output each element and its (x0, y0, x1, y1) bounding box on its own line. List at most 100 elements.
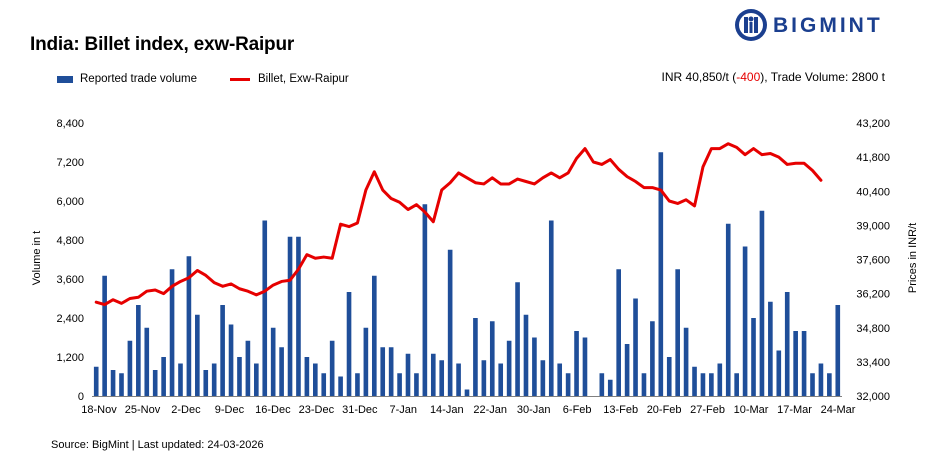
volume-bar (473, 318, 478, 396)
volume-bar (557, 363, 563, 396)
volume-bar (371, 275, 377, 396)
y-tick-label: 6,000 (56, 196, 84, 208)
volume-bar (321, 373, 327, 396)
volume-bar (675, 269, 680, 396)
y2-tick-label: 36,200 (856, 289, 890, 301)
volume-bar (296, 236, 301, 396)
volume-bar (152, 370, 158, 396)
volume-bar (169, 269, 175, 396)
volume-bar (220, 305, 225, 396)
volume-bar (835, 305, 841, 396)
volume-bar (725, 223, 731, 396)
volume-bar (363, 327, 369, 396)
volume-bar (751, 318, 756, 396)
summary-price: INR 40,850/t ( (661, 70, 737, 84)
volume-bar (270, 327, 276, 396)
volume-bar (405, 353, 411, 396)
y-axis-left: 0 1,200 2,400 3,600 4,800 6,000 7,200 8,400 (56, 118, 84, 403)
x-tick-label: 6-Feb (563, 404, 592, 416)
volume-bar (93, 366, 99, 396)
y2-tick-label: 34,800 (856, 323, 890, 335)
x-tick-label: 18-Nov (81, 404, 117, 416)
volume-bar (127, 340, 133, 396)
volume-bar (759, 210, 765, 396)
price-summary: INR 40,850/t (-400), Trade Volume: 2800 … (662, 70, 885, 84)
summary-change: -400 (736, 70, 761, 84)
y2-tick-label: 40,400 (856, 186, 890, 198)
volume-bar (346, 292, 352, 396)
brand-name: BIGMINT (773, 14, 883, 37)
volume-bar (565, 373, 571, 396)
volume-bar (287, 236, 293, 396)
volume-bar (624, 344, 630, 396)
y-tick-label: 3,600 (56, 274, 84, 286)
volume-bar (245, 340, 251, 396)
x-tick-label: 24-Mar (821, 404, 856, 416)
volume-bar (178, 363, 183, 396)
x-tick-label: 16-Dec (255, 404, 291, 416)
volume-bar (700, 373, 706, 396)
volume-bar (734, 373, 739, 396)
legend-line-entry: Billet, Exw-Raipur (230, 73, 349, 85)
volume-bar (161, 357, 166, 396)
y2-tick-label: 39,000 (856, 220, 890, 232)
volume-bar (548, 220, 554, 396)
legend-bar-label: Reported trade volume (80, 73, 197, 85)
volume-bar (481, 360, 487, 396)
volume-bar (540, 360, 546, 396)
volume-bar (515, 282, 520, 396)
volume-bar (784, 292, 790, 396)
volume-bar (136, 305, 141, 396)
y-tick-label: 0 (78, 391, 84, 403)
source-note: Source: BigMint | Last updated: 24-03-20… (51, 439, 264, 451)
legend-line-label: Billet, Exw-Raipur (258, 73, 349, 85)
volume-bar (355, 373, 360, 396)
volume-bar (422, 204, 428, 396)
x-tick-label: 27-Feb (690, 404, 725, 416)
volume-bar (304, 357, 310, 396)
y2-tick-label: 33,400 (856, 357, 890, 369)
volume-bar (228, 324, 234, 396)
y-axis-right: 32,000 33,400 34,800 36,200 37,600 39,000 40,4… (856, 118, 890, 403)
volume-bar (211, 363, 217, 396)
y-tick-label: 1,200 (56, 352, 84, 364)
volume-bar (388, 347, 394, 396)
volume-bar (818, 363, 824, 396)
volume-bar (574, 331, 579, 396)
volume-bar (195, 314, 200, 396)
volume-bar (523, 314, 529, 396)
volume-bar (329, 340, 335, 396)
y-tick-label: 8,400 (56, 118, 84, 130)
x-tick-label: 31-Dec (342, 404, 378, 416)
x-tick-label: 10-Mar (734, 404, 769, 416)
volume-bar (414, 373, 419, 396)
volume-bar (262, 220, 268, 396)
volume-bar (102, 275, 107, 396)
legend-bar-entry: Reported trade volume (57, 73, 197, 85)
y-axis-label: Volume in t (31, 231, 43, 285)
volume-bar (498, 363, 504, 396)
x-axis: 18-Nov 25-Nov 2-Dec 9-Dec 16-Dec 23-Dec 31-Dec… (81, 396, 856, 416)
volume-bar (237, 357, 242, 396)
volume-bar (793, 331, 798, 396)
volume-bar (658, 152, 664, 396)
volume-bar (110, 370, 116, 396)
x-tick-label: 13-Feb (603, 404, 638, 416)
price-line (94, 142, 823, 307)
volume-bar (313, 363, 318, 396)
volume-bar (464, 389, 470, 396)
volume-bars (93, 152, 841, 396)
volume-bar (506, 340, 512, 396)
y2-axis-label: Prices in INR/t (907, 223, 919, 293)
price-series-line (94, 142, 823, 307)
volume-bar (666, 357, 672, 396)
x-tick-label: 14-Jan (430, 404, 464, 416)
volume-bar (582, 337, 588, 396)
x-tick-label: 25-Nov (125, 404, 161, 416)
x-tick-label: 2-Dec (171, 404, 201, 416)
volume-bar (279, 347, 284, 396)
x-tick-label: 30-Jan (517, 404, 551, 416)
volume-bar (827, 373, 832, 396)
volume-bar (801, 331, 807, 396)
